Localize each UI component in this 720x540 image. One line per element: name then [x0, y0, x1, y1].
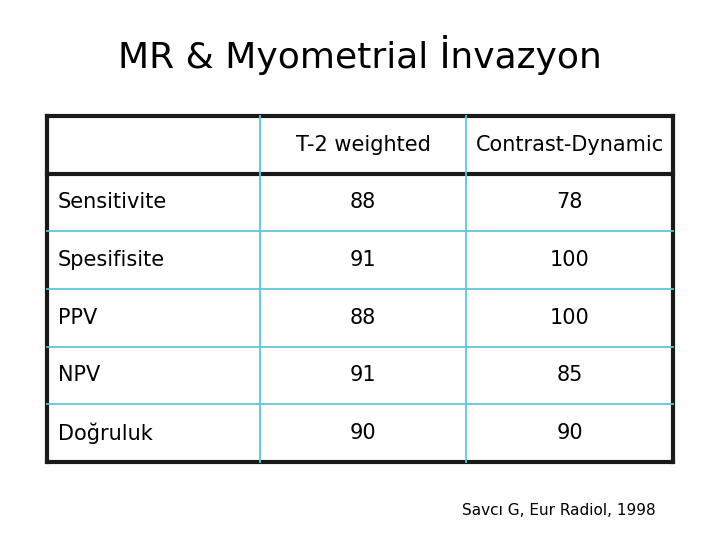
Text: 100: 100: [550, 250, 590, 270]
Text: 90: 90: [557, 423, 583, 443]
Text: 91: 91: [350, 250, 377, 270]
Text: 78: 78: [557, 192, 583, 213]
Text: Savcı G, Eur Radiol, 1998: Savcı G, Eur Radiol, 1998: [462, 503, 655, 518]
Text: 88: 88: [350, 192, 377, 213]
Text: Doğruluk: Doğruluk: [58, 422, 153, 444]
Text: 85: 85: [557, 365, 583, 386]
Text: 90: 90: [350, 423, 377, 443]
Text: Contrast-Dynamic: Contrast-Dynamic: [476, 135, 664, 155]
Text: 91: 91: [350, 365, 377, 386]
Text: 100: 100: [550, 308, 590, 328]
Text: 88: 88: [350, 308, 377, 328]
Text: NPV: NPV: [58, 365, 100, 386]
Text: PPV: PPV: [58, 308, 97, 328]
Text: Spesifisite: Spesifisite: [58, 250, 165, 270]
Text: MR & Myometrial İnvazyon: MR & Myometrial İnvazyon: [118, 35, 602, 75]
Text: T-2 weighted: T-2 weighted: [296, 135, 431, 155]
Text: Sensitivite: Sensitivite: [58, 192, 167, 213]
